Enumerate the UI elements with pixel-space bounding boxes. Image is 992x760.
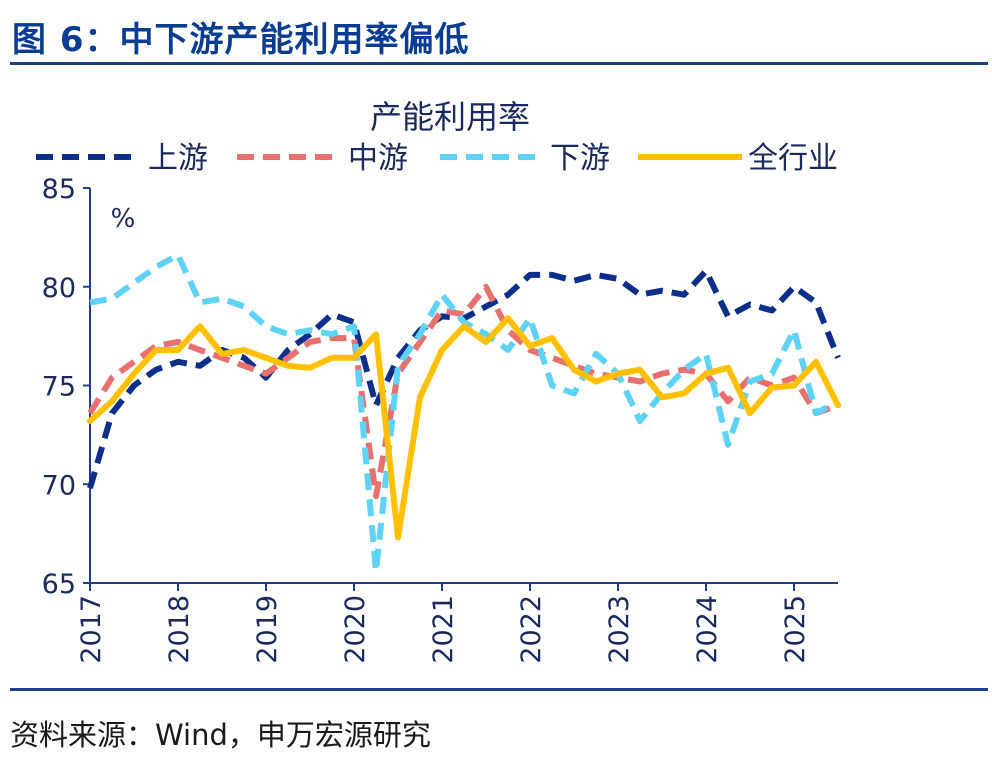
x-tick-label: 2021 [428,595,459,664]
plot-area [87,252,841,575]
x-tick-label: 2017 [76,595,107,664]
y-tick-label: 85 [42,174,76,205]
chart-legend: 上游 中游 下游 全行业 [36,141,838,176]
y-tick-label: 65 [42,569,76,600]
legend-label-1: 上游 [148,141,208,176]
series-line-4 [87,315,841,541]
legend-label-2: 中游 [348,141,408,176]
x-tick-label: 2018 [164,595,195,664]
x-tick-label: 2025 [780,595,811,664]
series-line-3 [89,252,840,575]
x-tick-label: 2019 [252,595,283,664]
x-tick-label: 2023 [604,595,635,664]
footer-rule [10,688,988,691]
y-tick-label: 70 [42,470,76,501]
x-tick-label: 2022 [516,595,547,664]
y-tick-label: 75 [42,372,76,403]
figure-title: 图 6：中下游产能利用率偏低 [12,20,470,60]
header-rule [10,62,988,65]
figure-header: 图 6：中下游产能利用率偏低 [12,4,988,64]
x-tick-label: 2024 [692,595,723,664]
legend-label-4: 全行业 [748,141,838,176]
y-tick-label: 80 [42,273,76,304]
legend-label-3: 下游 [550,141,610,176]
x-tick-label: 2020 [340,595,371,664]
x-axis: 2017 2018 2019 2020 2021 2022 2023 2024 2025 [76,582,838,664]
source-note: 资料来源：Wind，申万宏源研究 [10,718,431,752]
chart-title: 产能利用率 [370,98,530,136]
unit-label: % [111,204,136,234]
y-axis: 65 70 75 80 85 [42,174,91,600]
series-line-1 [87,268,841,490]
